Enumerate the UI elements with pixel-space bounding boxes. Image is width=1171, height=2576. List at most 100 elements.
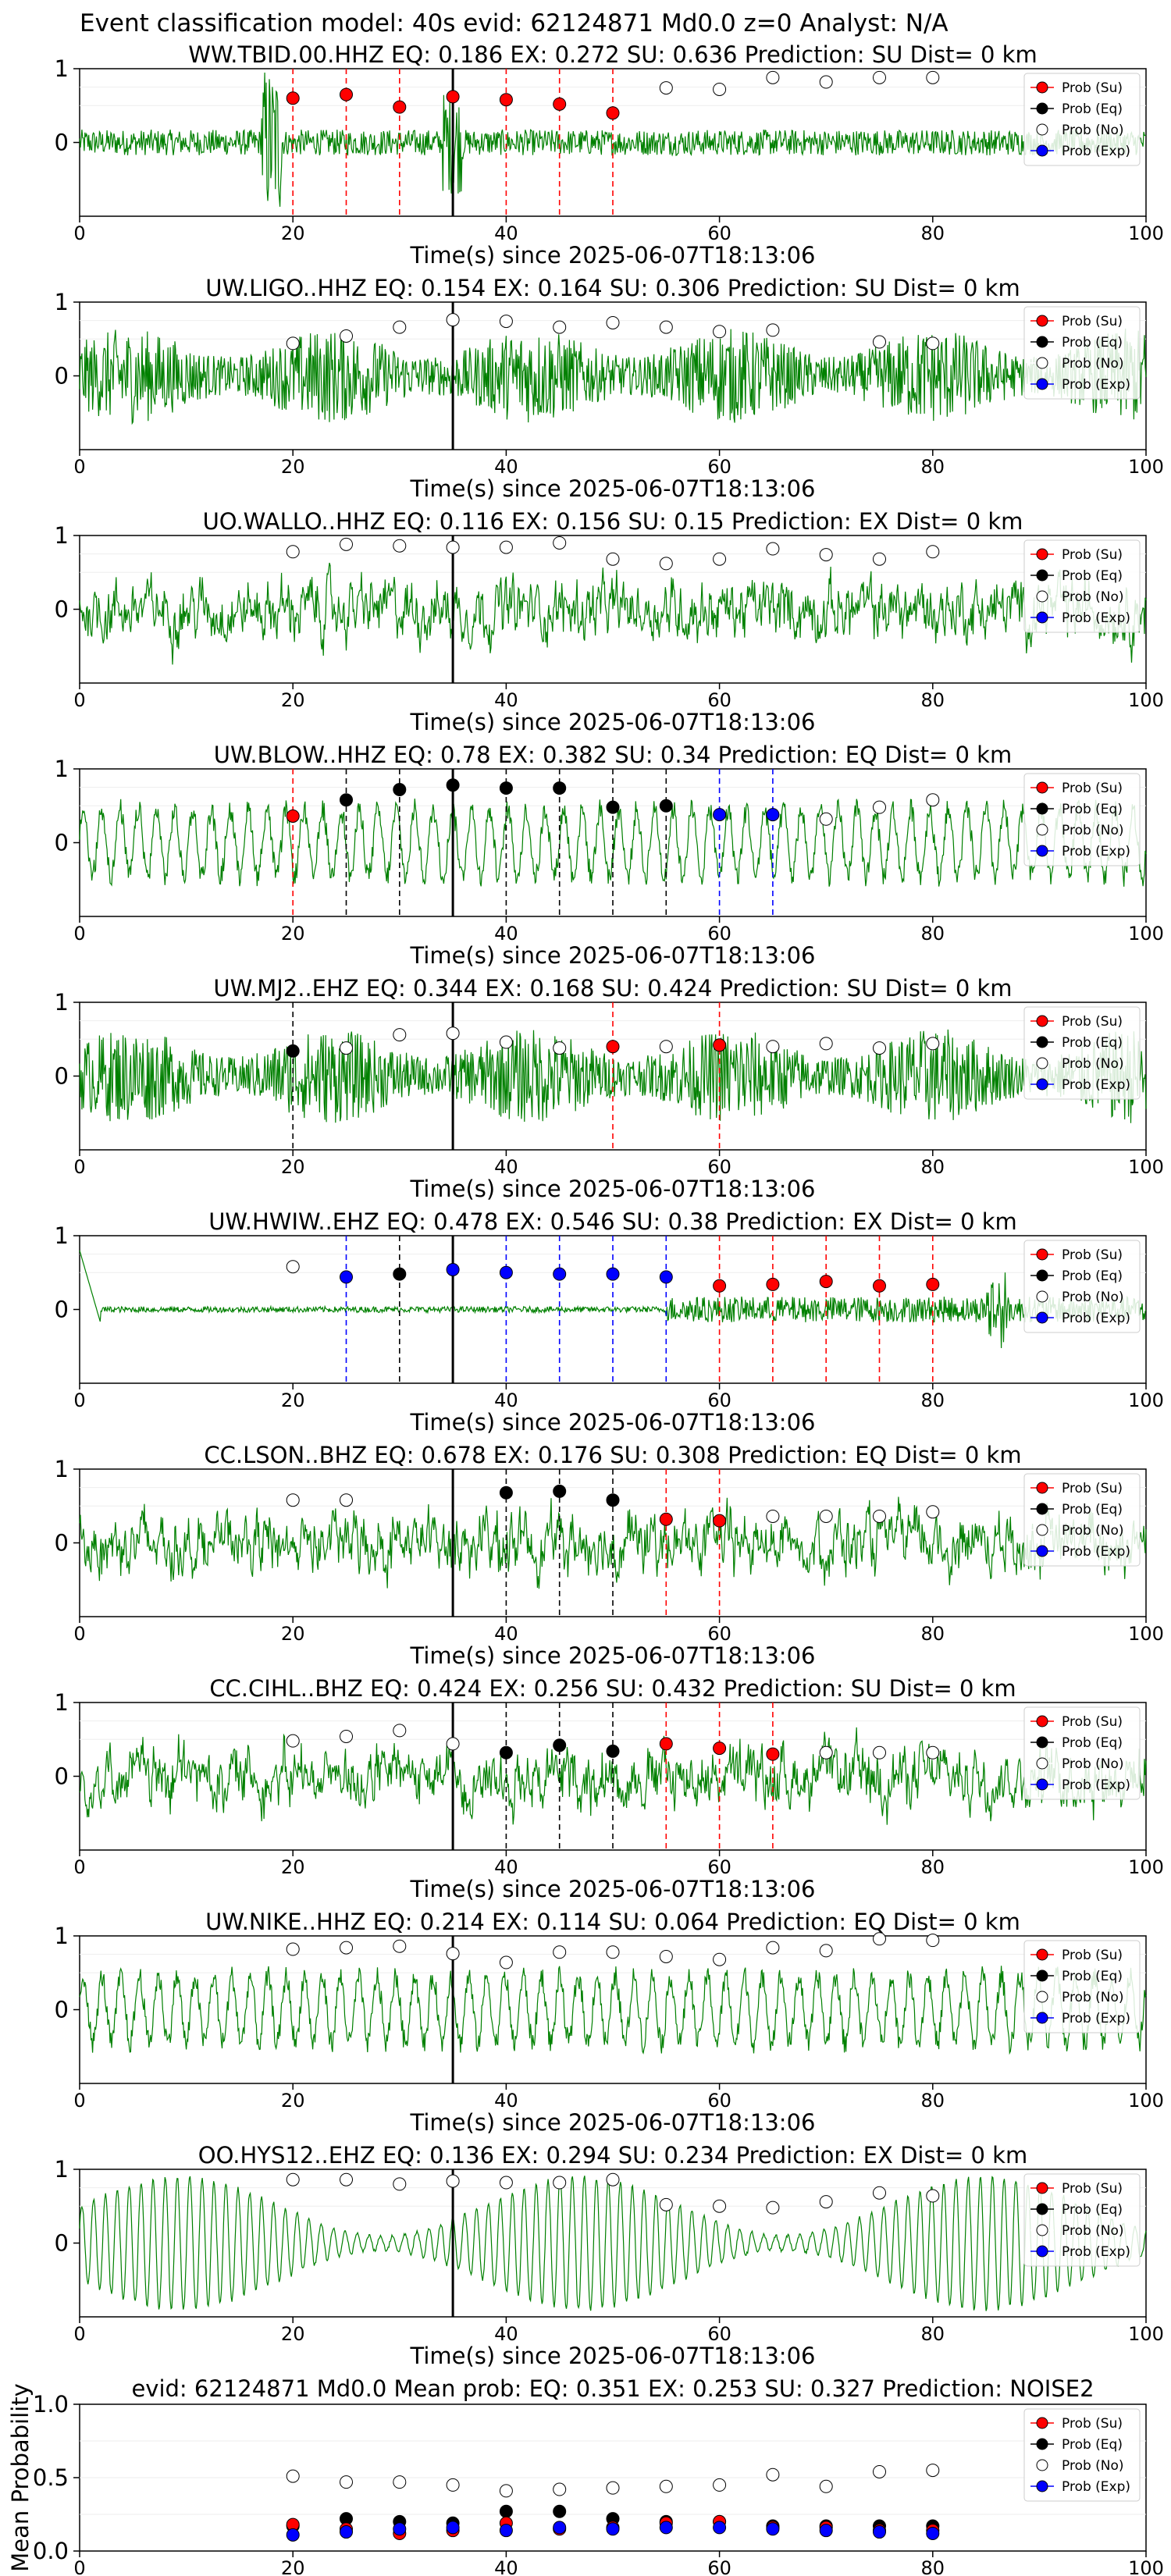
- legend: Prob (Su) Prob (Eq) Prob (No) Prob (Exp): [1023, 1706, 1141, 1800]
- legend-marker-exp: [1036, 2245, 1048, 2258]
- prob-marker-eq: [553, 1738, 567, 1752]
- x-tick-label: 60: [707, 222, 731, 244]
- mean-prob-marker-no: [393, 2475, 407, 2489]
- legend-box: [1023, 2408, 1141, 2502]
- prob-marker-su: [659, 1737, 673, 1751]
- prob-marker-no: [713, 325, 727, 339]
- prob-marker-no: [766, 2201, 780, 2215]
- legend-marker-no: [1036, 1290, 1048, 1303]
- x-tick-label: 0: [73, 2323, 85, 2345]
- legend: Prob (Su) Prob (Eq) Prob (No) Prob (Exp): [1023, 773, 1141, 866]
- legend-marker-no: [1036, 357, 1048, 369]
- legend-marker-eq: [1036, 102, 1048, 115]
- legend-label-exp: Prob (Exp): [1062, 2244, 1130, 2260]
- prob-marker-no: [286, 545, 300, 559]
- y-tick-label: 1: [55, 2156, 69, 2183]
- legend-marker-eq: [1036, 802, 1048, 815]
- x-tick-label: 40: [494, 2557, 518, 2576]
- legend-marker-no: [1036, 1991, 1048, 2003]
- legend-box: [1023, 73, 1141, 166]
- legend-label-no: Prob (No): [1062, 1056, 1124, 1072]
- legend-label-exp: Prob (Exp): [1062, 1077, 1130, 1093]
- mean-prob-marker-no: [819, 2479, 833, 2493]
- y-tick-label: 0: [55, 363, 69, 390]
- x-tick-label: 40: [494, 2323, 518, 2345]
- legend-label-eq: Prob (Eq): [1062, 1268, 1123, 1284]
- prob-marker-su: [606, 1040, 620, 1054]
- y-tick-label: 1: [55, 1689, 69, 1716]
- x-axis-label: Time(s) since 2025-06-07T18:13:06: [410, 942, 816, 969]
- prob-marker-no: [659, 2197, 673, 2211]
- x-tick-label: 20: [281, 689, 305, 711]
- mean-prob-marker-exp: [340, 2525, 353, 2539]
- legend-marker-no: [1036, 123, 1048, 136]
- prob-marker-no: [926, 545, 940, 559]
- prob-marker-no: [553, 320, 567, 334]
- x-tick-label: 100: [1128, 1623, 1164, 1645]
- y-tick-label: 1: [55, 55, 69, 82]
- prob-marker-no: [766, 1509, 780, 1523]
- prob-marker-su: [713, 1279, 727, 1293]
- y-tick-label: 0: [55, 1063, 69, 1090]
- prob-marker-no: [286, 2172, 300, 2186]
- x-tick-label: 20: [281, 456, 305, 478]
- legend-marker-no: [1036, 1057, 1048, 1069]
- legend-label-eq: Prob (Eq): [1062, 335, 1123, 350]
- x-tick-label: 60: [707, 1156, 731, 1178]
- x-tick-label: 20: [281, 222, 305, 244]
- legend-marker-exp: [1036, 378, 1048, 390]
- prob-marker-no: [819, 1944, 833, 1958]
- legend-label-no: Prob (No): [1062, 2458, 1124, 2474]
- x-tick-label: 0: [73, 1856, 85, 1878]
- y-tick-label: 0: [55, 1297, 69, 1323]
- prob-marker-no: [873, 1509, 886, 1523]
- legend-marker-su: [1036, 1948, 1048, 1961]
- x-tick-label: 20: [281, 923, 305, 945]
- prob-marker-no: [499, 1955, 513, 1969]
- legend-marker-su: [1036, 1715, 1048, 1727]
- legend-marker-su: [1036, 548, 1048, 560]
- mean-prob-marker-no: [926, 2464, 940, 2478]
- legend-box: [1023, 2173, 1141, 2267]
- y-tick-label: 1: [55, 522, 69, 549]
- prob-marker-no: [606, 552, 620, 566]
- prob-marker-no: [393, 2177, 407, 2191]
- x-axis-label: Time(s) since 2025-06-07T18:13:06: [410, 1176, 816, 1202]
- legend-marker-su: [1036, 2182, 1048, 2194]
- y-tick-label: 1: [55, 1923, 69, 1949]
- prob-marker-no: [553, 535, 567, 550]
- x-tick-label: 40: [494, 1623, 518, 1645]
- mean-prob-marker-no: [340, 2475, 353, 2489]
- legend-label-eq: Prob (Eq): [1062, 1502, 1123, 1517]
- prob-marker-no: [340, 1041, 353, 1055]
- y-axis-label: Mean Probability: [7, 2383, 34, 2572]
- x-tick-label: 80: [921, 222, 945, 244]
- x-tick-label: 40: [494, 222, 518, 244]
- subplot-title: CC.CIHL..BHZ EQ: 0.424 EX: 0.256 SU: 0.4…: [209, 1675, 1016, 1702]
- prob-marker-no: [926, 1745, 940, 1759]
- legend-label-no: Prob (No): [1062, 356, 1124, 372]
- legend-marker-exp: [1036, 2480, 1048, 2492]
- legend-marker-eq: [1036, 1269, 1048, 1282]
- prob-marker-su: [446, 90, 460, 104]
- legend-label-eq: Prob (Eq): [1062, 1735, 1123, 1751]
- prob-marker-eq: [553, 1484, 567, 1498]
- prob-marker-su: [713, 1038, 727, 1052]
- prob-marker-no: [926, 1505, 940, 1519]
- waveform-trace: [79, 1966, 1147, 2055]
- prob-marker-exp: [553, 1267, 567, 1281]
- prob-marker-su: [393, 100, 407, 114]
- subplot-title: OO.HYS12..EHZ EQ: 0.136 EX: 0.294 SU: 0.…: [198, 2142, 1027, 2169]
- x-tick-label: 80: [921, 2323, 945, 2345]
- prob-marker-no: [340, 1729, 353, 1743]
- legend-marker-eq: [1036, 569, 1048, 582]
- x-tick-label: 100: [1128, 2323, 1164, 2345]
- prob-marker-no: [393, 1939, 407, 1953]
- prob-marker-no: [659, 1949, 673, 1963]
- prob-marker-exp: [659, 1270, 673, 1284]
- prob-marker-su: [713, 1742, 727, 1756]
- x-tick-label: 60: [707, 1856, 731, 1878]
- mean-prob-marker-no: [766, 2467, 780, 2482]
- prob-marker-no: [926, 1934, 940, 1948]
- prob-marker-no: [446, 2174, 460, 2188]
